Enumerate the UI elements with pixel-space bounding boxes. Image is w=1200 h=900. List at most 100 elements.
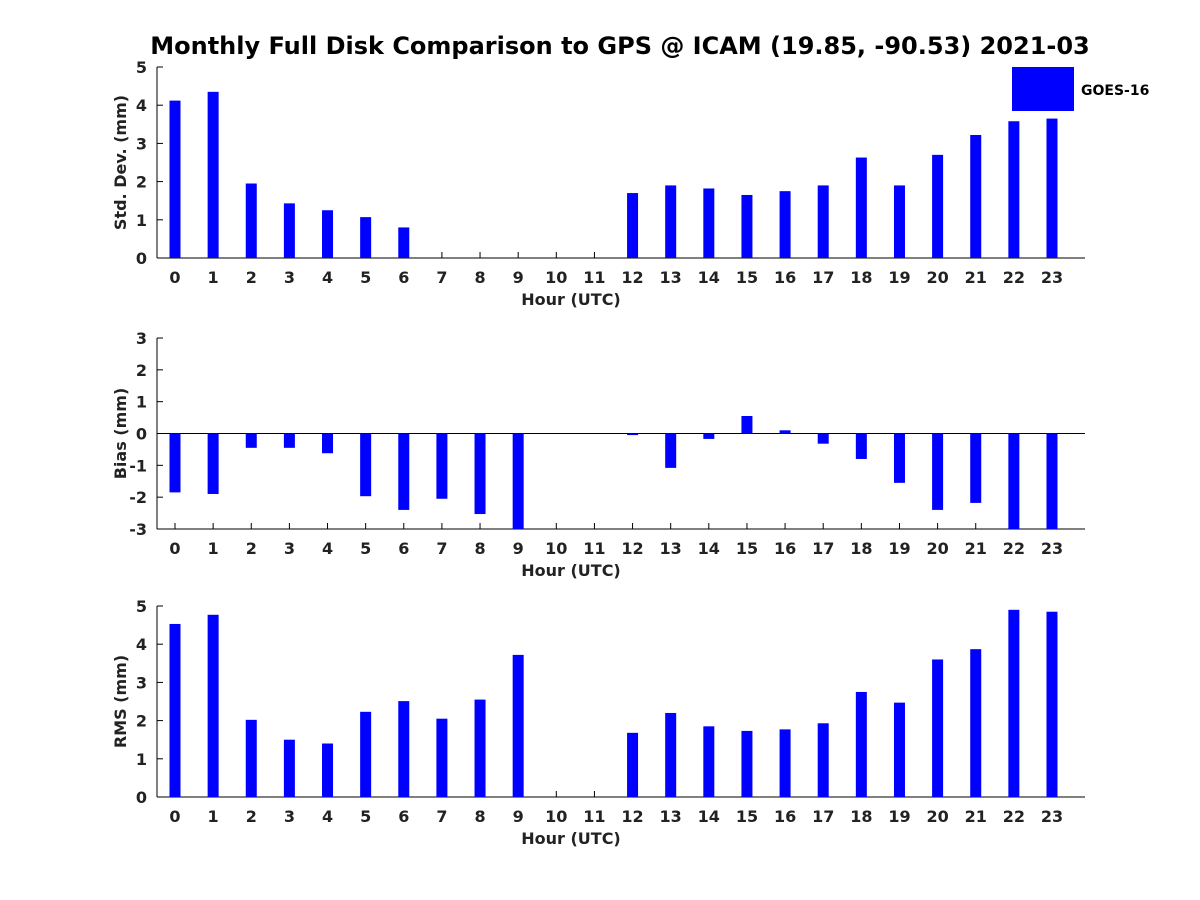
- y-tick-label: 3: [136, 329, 147, 348]
- bar: [245, 183, 257, 258]
- bar: [436, 433, 448, 499]
- bar: [893, 702, 905, 797]
- y-tick-label: 2: [136, 361, 147, 380]
- y-tick-label: 1: [136, 750, 147, 769]
- y-tick-label: 5: [136, 58, 147, 77]
- x-tick-label: 5: [360, 807, 371, 826]
- x-tick-label: 6: [398, 807, 409, 826]
- bar: [512, 654, 524, 797]
- bar: [207, 91, 219, 258]
- bar: [779, 729, 791, 797]
- bar: [817, 723, 829, 797]
- x-tick-label: 8: [474, 268, 485, 287]
- bar: [474, 699, 486, 797]
- bar: [322, 743, 334, 797]
- x-tick-label: 9: [513, 539, 524, 558]
- bar: [1046, 118, 1058, 258]
- x-tick-label: 8: [474, 807, 485, 826]
- bar: [970, 433, 982, 503]
- legend-swatch: [1012, 67, 1074, 111]
- x-tick-label: 16: [774, 807, 796, 826]
- bar: [1008, 609, 1020, 797]
- x-axis-label: Hour (UTC): [521, 829, 621, 848]
- chart-title: Monthly Full Disk Comparison to GPS @ IC…: [150, 32, 1090, 60]
- x-tick-label: 22: [1003, 268, 1025, 287]
- bar: [932, 154, 944, 258]
- x-tick-label: 13: [660, 268, 682, 287]
- bar: [207, 614, 219, 797]
- bar: [665, 433, 677, 468]
- x-axis-label: Hour (UTC): [521, 561, 621, 580]
- x-tick-label: 1: [208, 539, 219, 558]
- bar: [665, 185, 677, 258]
- bar: [627, 433, 639, 436]
- x-tick-label: 4: [322, 807, 333, 826]
- bar: [627, 732, 639, 797]
- bar: [703, 433, 715, 439]
- bar: [970, 649, 982, 797]
- x-tick-label: 10: [545, 807, 567, 826]
- x-tick-label: 2: [246, 539, 257, 558]
- x-tick-label: 17: [812, 807, 834, 826]
- y-tick-label: -3: [129, 520, 147, 539]
- bar: [817, 185, 829, 258]
- y-tick-label: 3: [136, 134, 147, 153]
- x-tick-label: 22: [1003, 807, 1025, 826]
- x-tick-label: 14: [698, 807, 720, 826]
- x-axis-label: Hour (UTC): [521, 290, 621, 309]
- bar: [283, 203, 295, 258]
- x-tick-label: 4: [322, 539, 333, 558]
- x-tick-label: 10: [545, 539, 567, 558]
- y-axis-label: RMS (mm): [111, 655, 130, 748]
- bar: [779, 191, 791, 258]
- x-tick-label: 9: [513, 268, 524, 287]
- x-tick-label: 14: [698, 268, 720, 287]
- x-tick-label: 0: [169, 539, 180, 558]
- x-tick-label: 15: [736, 539, 758, 558]
- x-tick-label: 12: [621, 268, 643, 287]
- y-tick-label: 3: [136, 673, 147, 692]
- x-tick-label: 20: [926, 539, 948, 558]
- x-tick-label: 20: [926, 268, 948, 287]
- bar: [741, 415, 753, 434]
- bar: [741, 194, 753, 258]
- x-tick-label: 21: [965, 539, 987, 558]
- x-tick-label: 18: [850, 539, 872, 558]
- bar: [970, 134, 982, 258]
- x-tick-label: 19: [888, 807, 910, 826]
- x-tick-label: 16: [774, 539, 796, 558]
- x-tick-label: 3: [284, 268, 295, 287]
- y-tick-label: -2: [129, 488, 147, 507]
- x-tick-label: 17: [812, 268, 834, 287]
- x-tick-label: 16: [774, 268, 796, 287]
- bar: [360, 433, 372, 497]
- bar: [855, 691, 867, 797]
- bar: [893, 433, 905, 483]
- legend-label: GOES-16: [1081, 83, 1149, 99]
- y-axis-label: Bias (mm): [111, 388, 130, 480]
- bar: [245, 719, 257, 797]
- x-tick-label: 13: [660, 539, 682, 558]
- bar: [322, 433, 334, 454]
- bar: [932, 433, 944, 510]
- bar: [512, 433, 524, 529]
- bar: [436, 718, 448, 797]
- x-tick-label: 2: [246, 807, 257, 826]
- x-tick-label: 6: [398, 539, 409, 558]
- y-tick-label: 0: [136, 425, 147, 444]
- x-tick-label: 1: [208, 268, 219, 287]
- x-tick-label: 14: [698, 539, 720, 558]
- bar: [283, 739, 295, 797]
- bar: [1008, 121, 1020, 258]
- x-tick-label: 5: [360, 268, 371, 287]
- bar: [1046, 433, 1058, 529]
- x-tick-label: 9: [513, 807, 524, 826]
- x-tick-label: 12: [621, 539, 643, 558]
- x-tick-label: 7: [436, 539, 447, 558]
- y-tick-label: 1: [136, 211, 147, 230]
- x-tick-label: 7: [436, 807, 447, 826]
- y-tick-label: 0: [136, 249, 147, 268]
- x-tick-label: 17: [812, 539, 834, 558]
- x-tick-label: 11: [583, 539, 605, 558]
